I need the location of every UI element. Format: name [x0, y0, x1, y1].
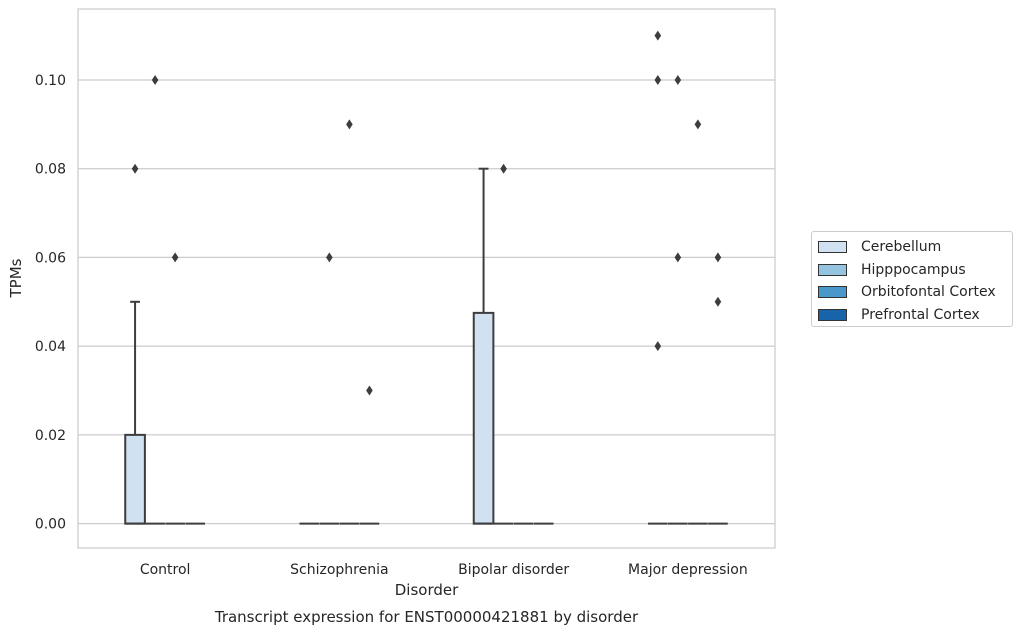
- y-tick-label: 0.00: [35, 517, 66, 533]
- y-tick-label: 0.02: [35, 428, 66, 444]
- outlier-point: [654, 30, 662, 41]
- outlier-point: [714, 252, 722, 263]
- legend-item-hippocampus: Hipppocampus: [818, 259, 1012, 282]
- legend-item-prefrontal-cortex: Prefrontal Cortex: [818, 304, 1012, 327]
- outlier-point: [500, 163, 507, 174]
- legend-label-hippocampus: Hipppocampus: [861, 261, 966, 278]
- outlier-point: [326, 252, 333, 263]
- y-tick-label: 0.10: [35, 73, 66, 89]
- outlier-point: [151, 74, 159, 85]
- legend-swatch-prefrontal-cortex: [818, 308, 847, 321]
- legend-label-orbitofrontal-cortex: Orbitofontal Cortex: [861, 284, 996, 301]
- x-tick-label: Bipolar disorder: [458, 562, 569, 578]
- outlier-point: [714, 296, 722, 307]
- box-body: [472, 311, 495, 525]
- y-tick-label: 0.04: [35, 339, 66, 355]
- x-tick-label: Control: [140, 562, 191, 578]
- y-tick-label: 0.06: [35, 250, 66, 266]
- grid-lines: [78, 79, 775, 525]
- outlier-marks: [131, 30, 722, 396]
- outlier-point: [346, 119, 353, 130]
- outlier-point: [131, 163, 139, 174]
- outlier-point: [171, 252, 179, 263]
- outlier-point: [654, 341, 662, 352]
- x-tick-label: Major depression: [628, 562, 748, 578]
- chart-legend: Cerebellum Hipppocampus Orbitofontal Cor…: [811, 231, 1013, 327]
- x-tick-labels: Control Schizophrenia Bipolar disorder Majo…: [140, 562, 748, 578]
- plot-area-frame: [77, 8, 776, 549]
- box-body: [124, 433, 146, 525]
- legend-label-prefrontal-cortex: Prefrontal Cortex: [861, 306, 980, 323]
- box-cerebellum-bipolar-disorder: [472, 167, 495, 525]
- x-axis-label: Disorder: [395, 581, 459, 599]
- legend-swatch-orbitofrontal-cortex: [818, 286, 847, 299]
- legend-item-orbitofrontal-cortex: Orbitofontal Cortex: [818, 281, 1012, 304]
- box-marks: [124, 167, 728, 525]
- outlier-point: [694, 119, 702, 130]
- y-axis-label: TPMs: [7, 258, 25, 298]
- box-cerebellum-control: [124, 300, 146, 525]
- legend-item-cerebellum: Cerebellum: [818, 236, 1012, 259]
- outlier-point: [366, 385, 373, 396]
- legend-label-cerebellum: Cerebellum: [861, 239, 942, 256]
- outlier-point: [654, 74, 662, 85]
- x-tick-label: Schizophrenia: [290, 562, 388, 578]
- y-tick-label: 0.08: [35, 162, 66, 178]
- legend-swatch-hippocampus: [818, 263, 847, 276]
- chart-title: Transcript expression for ENST0000042188…: [214, 608, 639, 626]
- outlier-point: [674, 74, 682, 85]
- y-tick-labels: 0.00 0.02 0.04 0.06 0.08 0.10: [35, 73, 66, 533]
- legend-swatch-cerebellum: [818, 241, 847, 254]
- outlier-point: [674, 252, 682, 263]
